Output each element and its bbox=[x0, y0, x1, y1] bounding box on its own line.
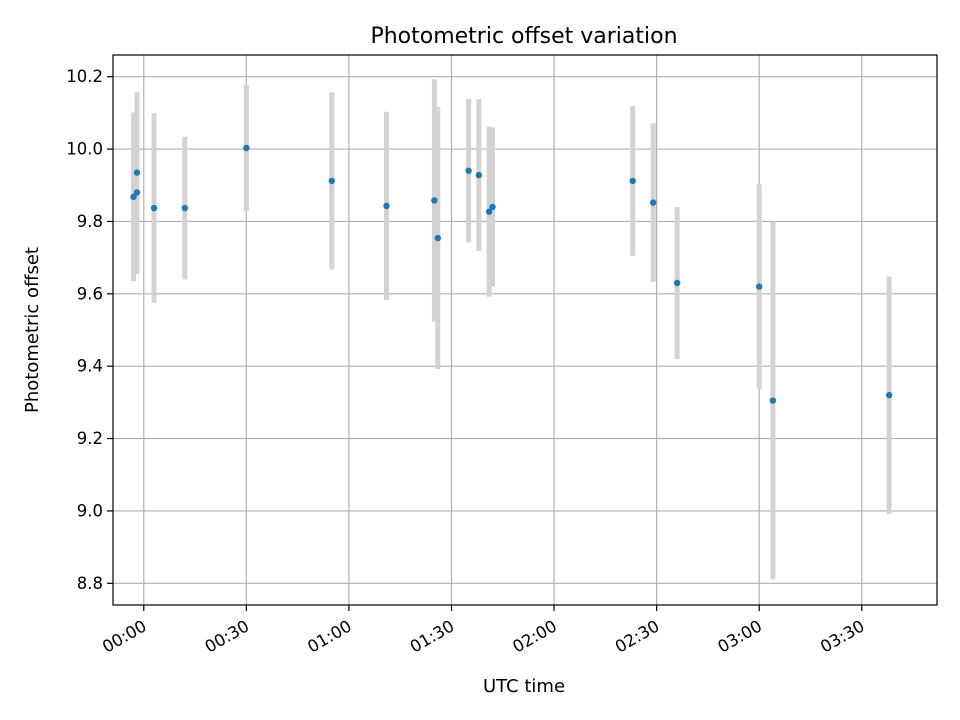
data-point bbox=[383, 202, 390, 210]
x-axis-label: UTC time bbox=[483, 676, 565, 697]
chart-title: Photometric offset variation bbox=[370, 24, 677, 49]
data-point bbox=[133, 189, 141, 196]
data-point bbox=[150, 204, 158, 212]
data-point bbox=[434, 234, 442, 242]
data-point bbox=[650, 199, 657, 206]
y-tick-label: 10.2 bbox=[66, 67, 103, 86]
data-point bbox=[475, 171, 483, 179]
plot-frame bbox=[112, 54, 938, 606]
data-point bbox=[328, 177, 336, 185]
data-point bbox=[485, 208, 493, 215]
data-point bbox=[489, 203, 496, 211]
y-axis-ticks: 8.8 9.0 9.2 9.4 9.6 9.8 10.0 10.2 bbox=[66, 67, 113, 593]
y-tick-label: 9.6 bbox=[77, 284, 103, 303]
data-points bbox=[130, 144, 893, 404]
y-tick-label: 9.8 bbox=[77, 212, 103, 231]
grid-lines bbox=[113, 55, 937, 605]
data-point bbox=[130, 193, 137, 201]
y-tick-label: 10.0 bbox=[66, 140, 103, 159]
data-point bbox=[629, 177, 636, 185]
y-tick-label: 9.0 bbox=[77, 501, 103, 520]
data-point bbox=[181, 204, 189, 212]
y-tick-label: 9.4 bbox=[77, 357, 103, 376]
y-axis-label: Photometric offset bbox=[22, 247, 43, 413]
data-point bbox=[673, 279, 681, 287]
data-point bbox=[465, 167, 472, 174]
data-point bbox=[885, 391, 893, 399]
data-point bbox=[133, 169, 141, 176]
y-tick-label: 9.2 bbox=[77, 429, 103, 448]
data-point bbox=[756, 283, 763, 290]
data-point bbox=[243, 144, 250, 152]
data-point bbox=[431, 197, 438, 204]
y-tick-label: 8.8 bbox=[77, 574, 103, 593]
data-point bbox=[769, 397, 777, 404]
